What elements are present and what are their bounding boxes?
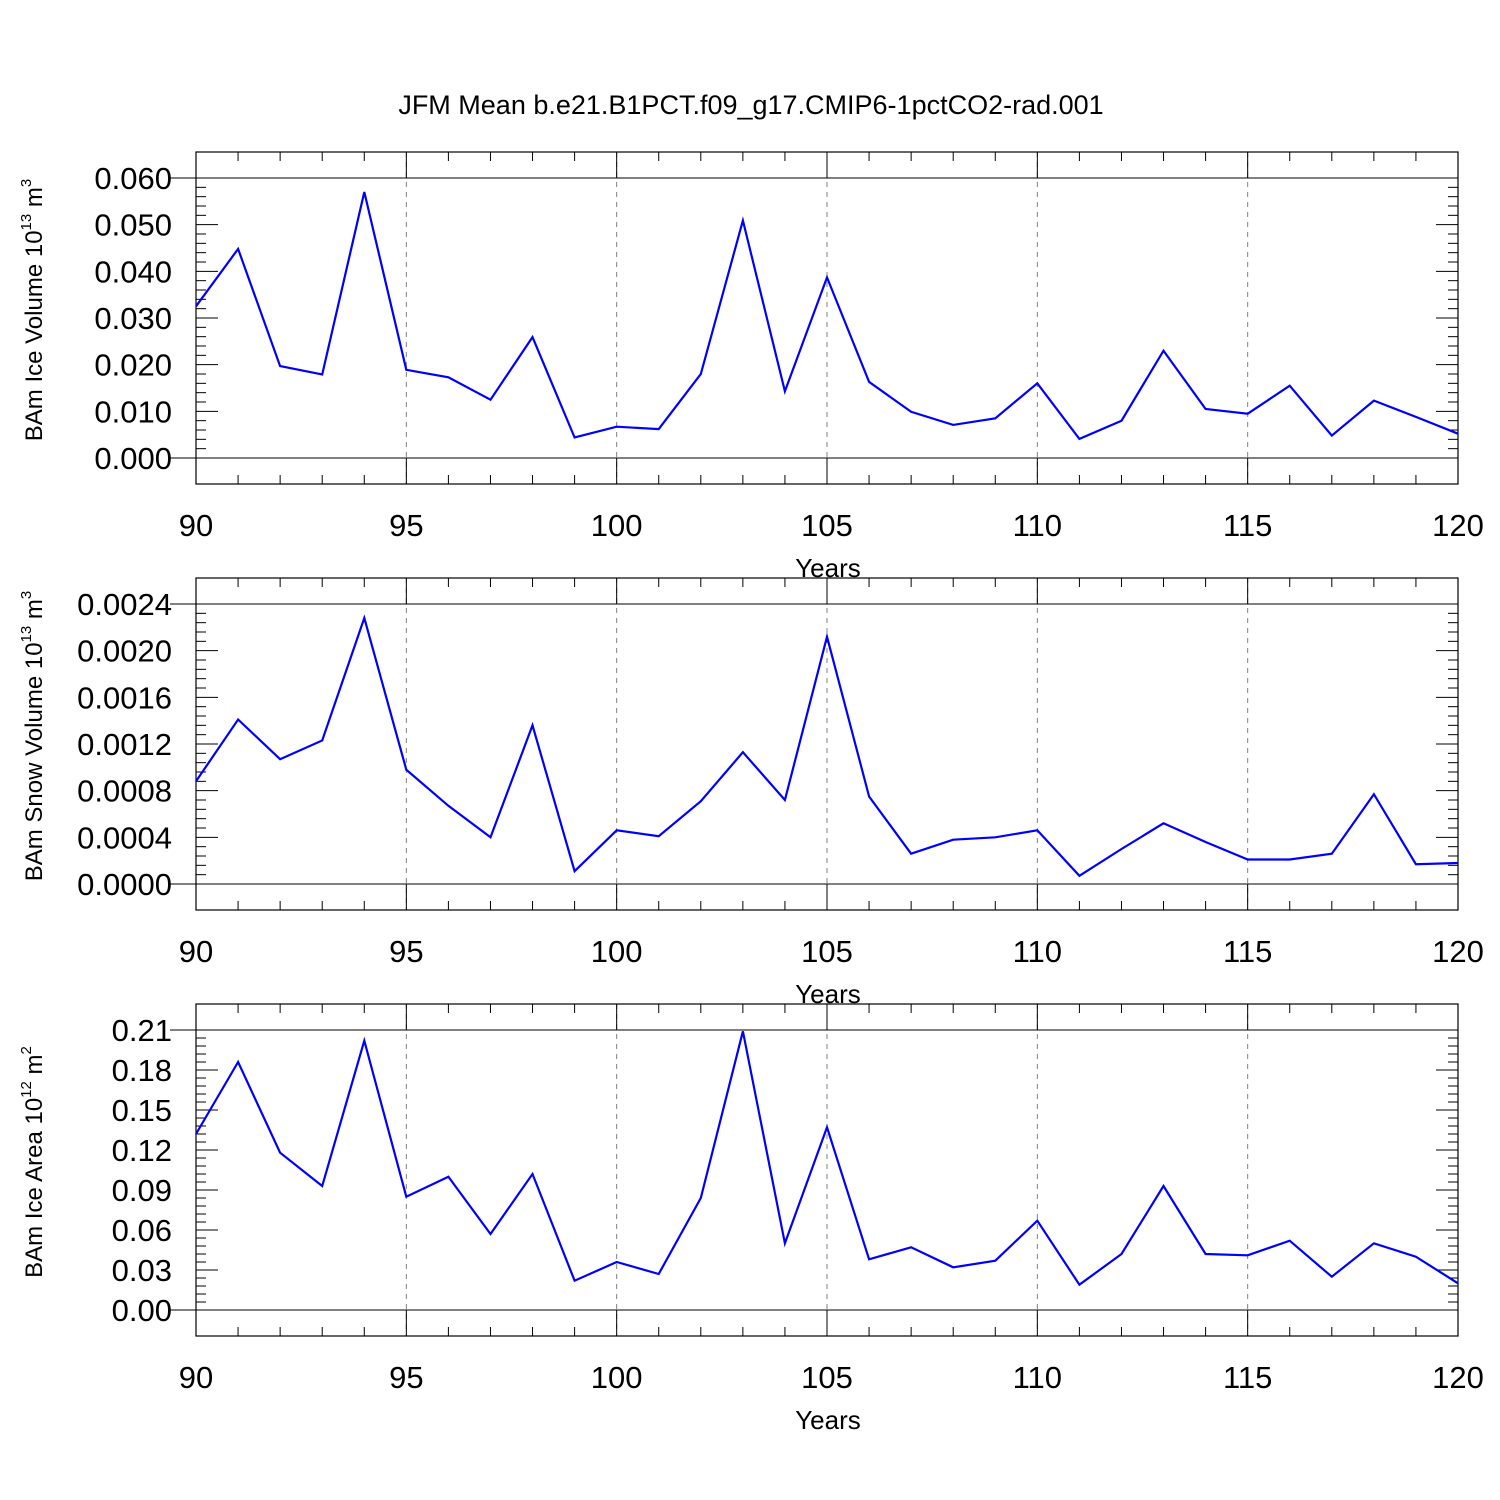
y-tick-label: 0.12 <box>112 1133 172 1168</box>
panel-1: 0.000 0.010 0.020 0.030 0.040 0.050 0.060 90 95 1… <box>18 151 1484 583</box>
y-axis-label-unit-exponent: 3 <box>18 591 35 599</box>
y-axis-label: BAm Ice Area 1012 m2 <box>18 1046 48 1278</box>
x-tick-label: 95 <box>389 1360 423 1395</box>
y-tick-label: 0.00 <box>112 1293 172 1328</box>
x-tick-label: 110 <box>1013 1360 1062 1395</box>
y-tick-label: 0.06 <box>112 1213 172 1248</box>
x-tick-label: 110 <box>1013 508 1062 543</box>
x-tick-label: 115 <box>1223 508 1272 543</box>
x-tick-label: 100 <box>591 1360 643 1395</box>
x-tick-label: 120 <box>1432 1360 1484 1395</box>
y-axis-label-exponent: 13 <box>18 626 35 643</box>
y-tick-label: 0.020 <box>94 348 172 383</box>
y-tick-label: 0.0008 <box>77 774 172 809</box>
x-tick-label: 120 <box>1432 934 1484 969</box>
x-tick-label: 90 <box>179 508 213 543</box>
y-tick-label: 0.0012 <box>77 727 172 762</box>
y-tick-label: 0.0020 <box>77 634 172 669</box>
y-tick-label: 0.03 <box>112 1253 172 1288</box>
x-tick-label: 105 <box>801 508 853 543</box>
y-tick-label: 0.15 <box>112 1093 172 1128</box>
y-tick-label: 0.010 <box>94 394 172 429</box>
y-axis-label: BAm Snow Volume 1013 m3 <box>18 591 48 882</box>
y-tick-label: 0.18 <box>112 1053 172 1088</box>
y-tick-label: 0.0024 <box>77 587 172 622</box>
x-tick-label: 115 <box>1223 1360 1272 1395</box>
y-axis-label-unit-exponent: 3 <box>18 179 35 187</box>
x-tick-label: 90 <box>179 934 213 969</box>
y-axis-label-unit: m <box>21 599 48 626</box>
y-axis-label-unit: m <box>21 1054 48 1081</box>
x-tick-label: 105 <box>801 1360 853 1395</box>
y-tick-label: 0.0016 <box>77 680 172 715</box>
panel-3: 0.00 0.03 0.06 0.09 0.12 0.15 0.18 0.21 90 95 100 1… <box>18 1003 1484 1435</box>
series-line <box>195 614 1459 878</box>
x-axis-label: Years <box>795 1405 861 1435</box>
series-line <box>195 1031 1459 1287</box>
y-tick-label: 0.000 <box>94 441 172 476</box>
y-axis-label-text: BAm Ice Volume 10 <box>21 230 48 441</box>
y-tick-label: 0.0000 <box>77 867 172 902</box>
x-tick-label: 100 <box>591 934 643 969</box>
panel-2: 0.0000 0.0004 0.0008 0.0012 0.0016 0.0020 0.00… <box>18 577 1484 1009</box>
y-axis-label-text: BAm Snow Volume 10 <box>21 642 48 881</box>
x-tick-label: 120 <box>1432 508 1484 543</box>
y-tick-label: 0.050 <box>94 208 172 243</box>
y-tick-label: 0.030 <box>94 301 172 336</box>
y-axis-label-exponent: 12 <box>18 1081 35 1098</box>
chart-title: JFM Mean b.e21.B1PCT.f09_g17.CMIP6-1pctC… <box>398 90 1103 120</box>
x-tick-label: 115 <box>1223 934 1272 969</box>
x-tick-label: 95 <box>389 934 423 969</box>
y-tick-label: 0.09 <box>112 1173 172 1208</box>
y-tick-label: 0.21 <box>112 1013 172 1048</box>
y-axis-label-exponent: 13 <box>18 214 35 231</box>
x-tick-label: 105 <box>801 934 853 969</box>
x-tick-label: 110 <box>1013 934 1062 969</box>
y-tick-label: 0.040 <box>94 254 172 289</box>
x-tick-label: 90 <box>179 1360 213 1395</box>
y-axis-label-unit: m <box>21 187 48 214</box>
x-tick-label: 100 <box>591 508 643 543</box>
y-axis-label: BAm Ice Volume 1013 m3 <box>18 179 48 441</box>
panels: 0.000 0.010 0.020 0.030 0.040 0.050 0.060 90 95 1… <box>18 151 1484 1435</box>
x-tick-label: 95 <box>389 508 423 543</box>
y-tick-label: 0.060 <box>94 161 172 196</box>
y-axis-label-text: BAm Ice Area 10 <box>21 1098 48 1278</box>
y-tick-label: 0.0004 <box>77 820 172 855</box>
y-axis-label-unit-exponent: 2 <box>18 1046 35 1054</box>
series-line <box>195 191 1459 441</box>
